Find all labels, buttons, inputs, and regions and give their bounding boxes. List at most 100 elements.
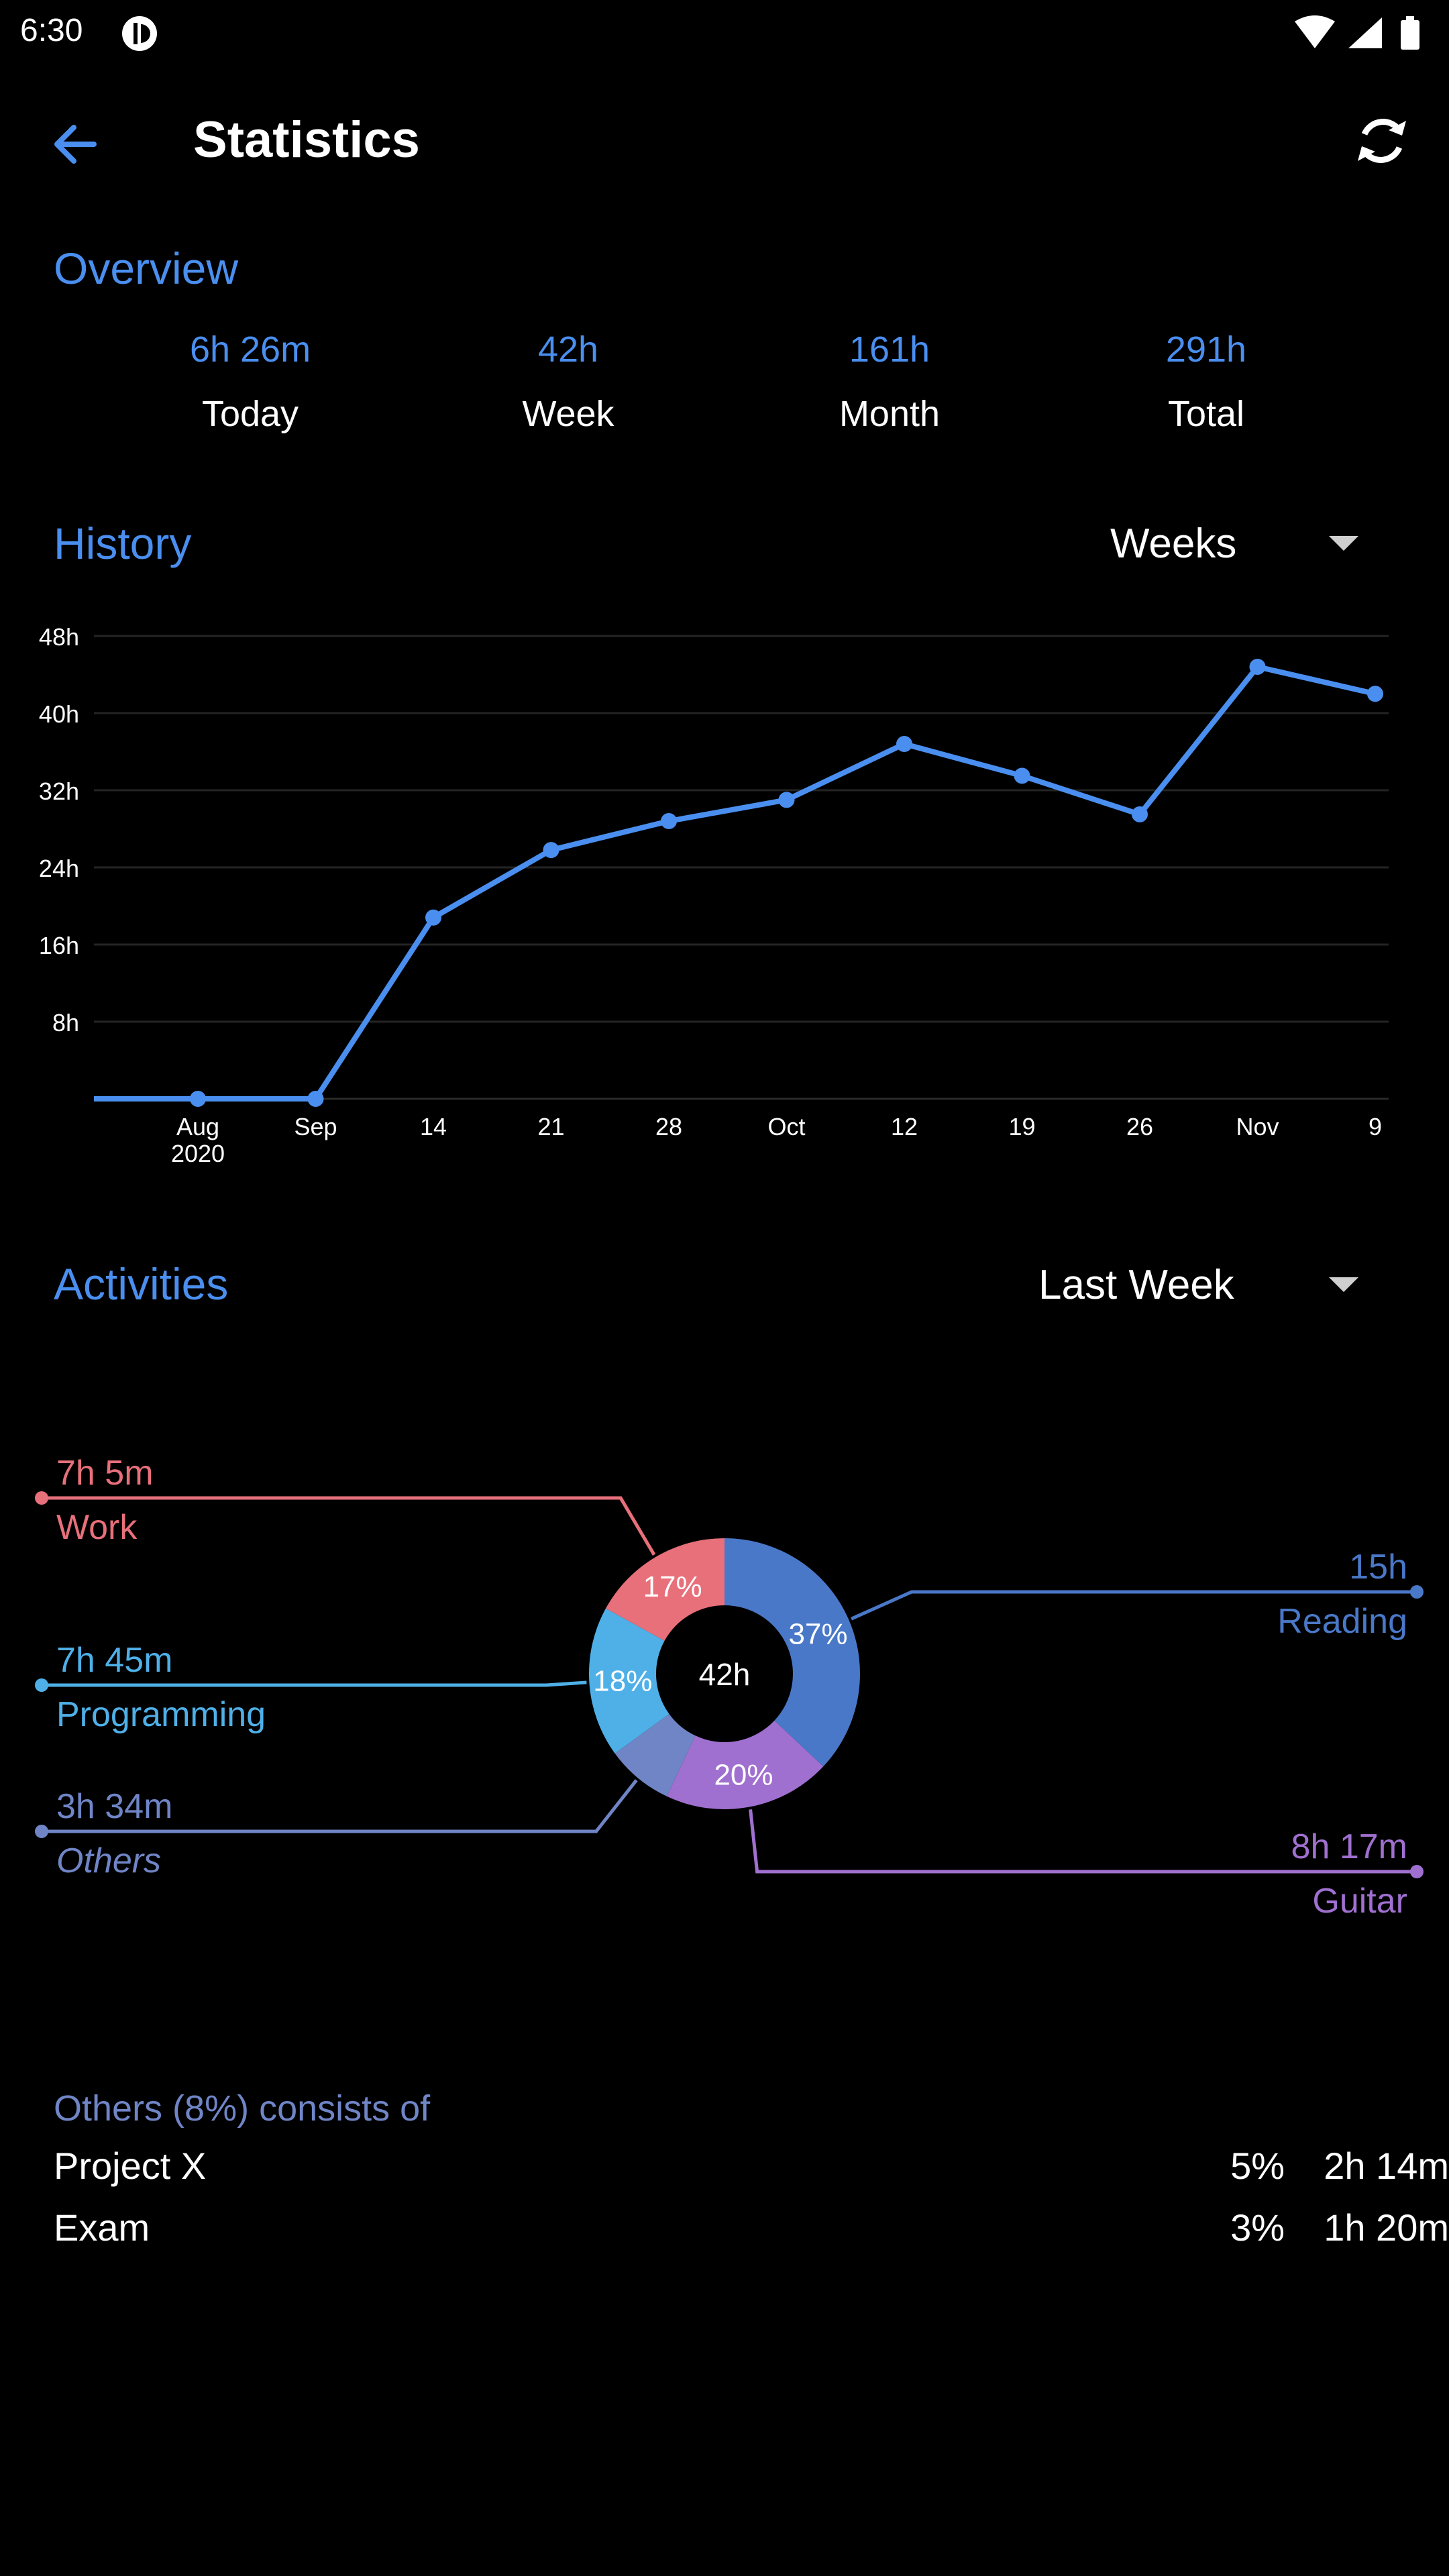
item-name: Exam [54,2206,150,2249]
donut-slice [666,1720,824,1809]
history-range-dropdown[interactable]: Weeks [1110,517,1358,570]
page-title: Statistics [193,111,420,168]
x-tick-label: 26 [1126,1113,1153,1140]
list-item: Exam 3% 1h 20m [54,2206,1449,2253]
stat-value: 42h [537,329,599,370]
callout-duration: 7h 5m [56,1454,154,1493]
dropdown-arrow-icon [1329,1277,1358,1292]
callout-duration: 8h 17m [1291,1827,1407,1866]
chart-gridlines [94,635,1389,1100]
y-tick-label: 24h [39,855,79,882]
activities-range-value: Last Week [1038,1261,1234,1308]
data-point [1367,686,1383,702]
stat-value: 291h [1165,329,1247,370]
item-duration: 2h 14m [1324,2145,1449,2187]
back-button[interactable] [40,107,114,181]
chart-y-axis-labels: 8h 16h 24h 32h 40h 48h [39,623,79,1036]
overview-stat-month: 161h Month [755,329,1024,435]
data-point [778,792,795,808]
x-tick-label: 21 [537,1113,564,1140]
overview-stat-total: 291h Total [1072,329,1340,435]
callout-dot [35,1678,48,1692]
others-breakdown-title: Others (8%) consists of [54,2088,431,2129]
callout-line [42,1680,587,1687]
overview-stat-today: 6h 26m Today [116,329,384,435]
signal-icon [1348,17,1382,48]
refresh-button[interactable] [1342,101,1422,181]
callout-line [42,1496,656,1556]
slice-percent-label: 17% [643,1570,702,1603]
data-point [1249,659,1266,675]
slice-percent-label: 18% [593,1665,652,1698]
data-point [307,1091,324,1107]
x-tick-label: 19 [1008,1113,1035,1140]
callout-duration: 15h [1349,1548,1407,1587]
list-item: Project X 5% 2h 14m [54,2144,1449,2191]
y-tick-label: 48h [39,623,79,651]
callout-activity-name: Others [56,1841,161,1880]
data-point [661,813,677,829]
x-tick-label: 28 [655,1113,682,1140]
donut-slice [724,1538,860,1767]
data-point [1014,767,1030,784]
slice-percent-label: 37% [788,1618,847,1651]
app-notification-icon [121,15,158,52]
stat-label: Today [201,394,299,434]
dropdown-arrow-icon [1329,536,1358,551]
x-tick-label: Oct [767,1113,805,1140]
callout-activity-name: Guitar [1312,1882,1407,1921]
battery-icon [1401,16,1419,50]
callout-dot [35,1825,48,1838]
donut-slice [589,1608,669,1754]
stat-label: Month [839,394,941,434]
status-icons [1288,13,1436,54]
donut-slices [589,1538,860,1809]
data-point [190,1091,206,1107]
arrow-left-icon [54,125,97,164]
stat-label: Total [1167,394,1245,434]
overview-stat-week: 42h Week [434,329,702,435]
y-tick-label: 16h [39,932,79,959]
history-series-line [94,664,1376,1102]
callout-activity-name: Reading [1277,1602,1407,1641]
x-tick-label: 9 [1368,1113,1382,1140]
history-range-value: Weeks [1110,520,1237,567]
slice-percent-label: 20% [714,1758,773,1791]
x-tick-label: Nov [1236,1113,1279,1140]
stat-value: 6h 26m [189,329,311,370]
item-percent: 3% [1230,2206,1285,2249]
x-year-label: 2020 [171,1140,225,1167]
data-point [425,909,441,926]
callout-activity-name: Programming [56,1695,266,1734]
x-tick-label: Aug [176,1113,219,1140]
activities-donut-chart: 37% 20% 18% 17% 15h Reading 8h 17m Guitar 3h 34… [35,1454,1424,1921]
donut-center-total: 42h [699,1657,751,1692]
data-point [1132,806,1148,822]
wifi-icon [1295,15,1335,48]
activities-range-dropdown[interactable]: Last Week [1038,1258,1358,1311]
y-tick-label: 32h [39,777,79,805]
item-percent: 5% [1230,2145,1285,2187]
history-heading: History [54,519,192,568]
stat-value: 161h [849,329,930,370]
donut-slice [614,1713,696,1796]
activities-heading: Activities [54,1259,229,1309]
x-tick-label: 14 [420,1113,447,1140]
callout-line [851,1590,1417,1621]
callout-line [42,1779,638,1833]
item-duration: 1h 20m [1324,2206,1449,2249]
callout-dot [1410,1865,1424,1878]
data-point [896,736,912,752]
stat-label: Week [522,394,614,434]
callout-duration: 7h 45m [56,1641,172,1680]
history-line-chart: 8h 16h 24h 32h 40h 48h Aug Sep 14 21 28 Oct 12 19 26 N… [39,623,1389,1167]
status-time: 6:30 [20,13,83,48]
y-tick-label: 40h [39,700,79,728]
donut-slice [605,1538,724,1641]
overview-heading: Overview [54,244,239,293]
x-tick-label: 12 [891,1113,918,1140]
refresh-icon [1358,119,1406,163]
chart-x-axis-labels: Aug Sep 14 21 28 Oct 12 19 26 Nov 9 2020 [171,1113,1382,1167]
callout-activity-name: Work [56,1508,138,1547]
x-tick-label: Sep [294,1113,337,1140]
